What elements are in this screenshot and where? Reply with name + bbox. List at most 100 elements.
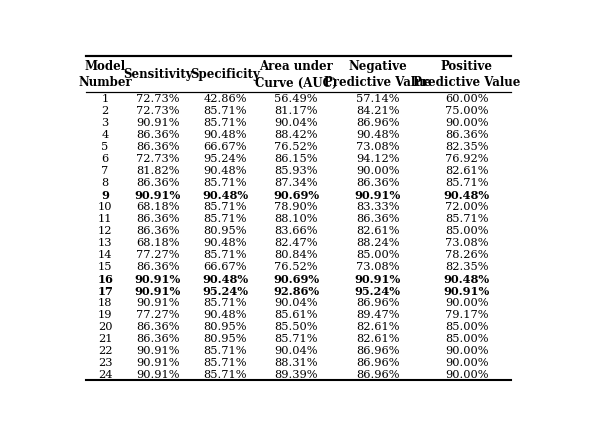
- Text: 21: 21: [98, 333, 112, 343]
- Text: 86.36%: 86.36%: [136, 214, 180, 224]
- Text: Sensitivity: Sensitivity: [123, 68, 193, 81]
- Text: 82.61%: 82.61%: [356, 333, 399, 343]
- Text: 86.36%: 86.36%: [136, 130, 180, 140]
- Text: 88.42%: 88.42%: [274, 130, 318, 140]
- Text: 86.36%: 86.36%: [136, 321, 180, 332]
- Text: 68.18%: 68.18%: [136, 238, 180, 247]
- Text: 80.84%: 80.84%: [274, 250, 318, 260]
- Text: 90.48%: 90.48%: [203, 310, 247, 319]
- Text: 85.71%: 85.71%: [203, 250, 247, 260]
- Text: 86.36%: 86.36%: [136, 226, 180, 236]
- Text: 86.96%: 86.96%: [356, 346, 399, 355]
- Text: 4: 4: [101, 130, 109, 140]
- Text: 95.24%: 95.24%: [203, 154, 247, 164]
- Text: 20: 20: [98, 321, 112, 332]
- Text: 85.71%: 85.71%: [203, 178, 247, 188]
- Text: 24: 24: [98, 369, 112, 379]
- Text: 89.47%: 89.47%: [356, 310, 399, 319]
- Text: 1: 1: [101, 94, 109, 104]
- Text: 90.00%: 90.00%: [445, 369, 489, 379]
- Text: 77.27%: 77.27%: [136, 250, 180, 260]
- Text: 82.47%: 82.47%: [274, 238, 318, 247]
- Text: Positive
Predictive Value: Positive Predictive Value: [413, 60, 521, 89]
- Text: 8: 8: [101, 178, 109, 188]
- Text: 86.36%: 86.36%: [445, 130, 489, 140]
- Text: 89.39%: 89.39%: [274, 369, 318, 379]
- Text: Negative
Predictive Value: Negative Predictive Value: [324, 60, 432, 89]
- Text: 9: 9: [101, 189, 109, 200]
- Text: 90.48%: 90.48%: [356, 130, 399, 140]
- Text: 90.91%: 90.91%: [134, 273, 181, 284]
- Text: 85.71%: 85.71%: [203, 214, 247, 224]
- Text: 85.71%: 85.71%: [274, 333, 318, 343]
- Text: 87.34%: 87.34%: [274, 178, 318, 188]
- Text: 90.48%: 90.48%: [202, 273, 248, 284]
- Text: 86.96%: 86.96%: [356, 118, 399, 128]
- Text: 5: 5: [101, 142, 109, 152]
- Text: 90.69%: 90.69%: [273, 189, 319, 200]
- Text: 85.00%: 85.00%: [356, 250, 399, 260]
- Text: 90.00%: 90.00%: [445, 357, 489, 367]
- Text: 72.73%: 72.73%: [136, 154, 180, 164]
- Text: 86.96%: 86.96%: [356, 297, 399, 307]
- Text: 77.27%: 77.27%: [136, 310, 180, 319]
- Text: 86.96%: 86.96%: [356, 357, 399, 367]
- Text: 82.61%: 82.61%: [356, 321, 399, 332]
- Text: 90.91%: 90.91%: [136, 297, 180, 307]
- Text: 82.61%: 82.61%: [445, 166, 489, 176]
- Text: 85.71%: 85.71%: [445, 214, 489, 224]
- Text: 88.24%: 88.24%: [356, 238, 399, 247]
- Text: 12: 12: [98, 226, 112, 236]
- Text: 85.93%: 85.93%: [274, 166, 318, 176]
- Text: 79.17%: 79.17%: [445, 310, 489, 319]
- Text: 42.86%: 42.86%: [203, 94, 247, 104]
- Text: 90.04%: 90.04%: [274, 297, 318, 307]
- Text: 86.36%: 86.36%: [356, 214, 399, 224]
- Text: 90.48%: 90.48%: [202, 189, 248, 200]
- Text: 85.71%: 85.71%: [203, 357, 247, 367]
- Text: 11: 11: [98, 214, 112, 224]
- Text: 72.73%: 72.73%: [136, 106, 180, 116]
- Text: 84.21%: 84.21%: [356, 106, 399, 116]
- Text: 66.67%: 66.67%: [203, 142, 247, 152]
- Text: 90.00%: 90.00%: [445, 118, 489, 128]
- Text: Area under
Curve (AUC): Area under Curve (AUC): [255, 60, 337, 89]
- Text: 90.91%: 90.91%: [444, 285, 490, 296]
- Text: 90.04%: 90.04%: [274, 346, 318, 355]
- Text: 83.66%: 83.66%: [274, 226, 318, 236]
- Text: 3: 3: [101, 118, 109, 128]
- Text: 85.71%: 85.71%: [203, 297, 247, 307]
- Text: 60.00%: 60.00%: [445, 94, 489, 104]
- Text: 76.52%: 76.52%: [274, 261, 318, 272]
- Text: 85.71%: 85.71%: [203, 118, 247, 128]
- Text: 73.08%: 73.08%: [356, 261, 399, 272]
- Text: 23: 23: [98, 357, 112, 367]
- Text: 73.08%: 73.08%: [445, 238, 489, 247]
- Text: 90.48%: 90.48%: [203, 166, 247, 176]
- Text: 22: 22: [98, 346, 112, 355]
- Text: 66.67%: 66.67%: [203, 261, 247, 272]
- Text: 85.71%: 85.71%: [203, 369, 247, 379]
- Text: 92.86%: 92.86%: [273, 285, 319, 296]
- Text: 86.36%: 86.36%: [356, 178, 399, 188]
- Text: 14: 14: [98, 250, 112, 260]
- Text: 85.71%: 85.71%: [203, 202, 247, 212]
- Text: 76.92%: 76.92%: [445, 154, 489, 164]
- Text: 76.52%: 76.52%: [274, 142, 318, 152]
- Text: 81.17%: 81.17%: [274, 106, 318, 116]
- Text: 17: 17: [97, 285, 113, 296]
- Text: 90.00%: 90.00%: [445, 346, 489, 355]
- Text: 85.61%: 85.61%: [274, 310, 318, 319]
- Text: 73.08%: 73.08%: [356, 142, 399, 152]
- Text: 86.96%: 86.96%: [356, 369, 399, 379]
- Text: 88.31%: 88.31%: [274, 357, 318, 367]
- Text: 85.50%: 85.50%: [274, 321, 318, 332]
- Text: 90.48%: 90.48%: [444, 189, 490, 200]
- Text: 95.24%: 95.24%: [355, 285, 401, 296]
- Text: 90.69%: 90.69%: [273, 273, 319, 284]
- Text: 82.61%: 82.61%: [356, 226, 399, 236]
- Text: 94.12%: 94.12%: [356, 154, 399, 164]
- Text: 68.18%: 68.18%: [136, 202, 180, 212]
- Text: 90.91%: 90.91%: [134, 189, 181, 200]
- Text: 90.48%: 90.48%: [203, 238, 247, 247]
